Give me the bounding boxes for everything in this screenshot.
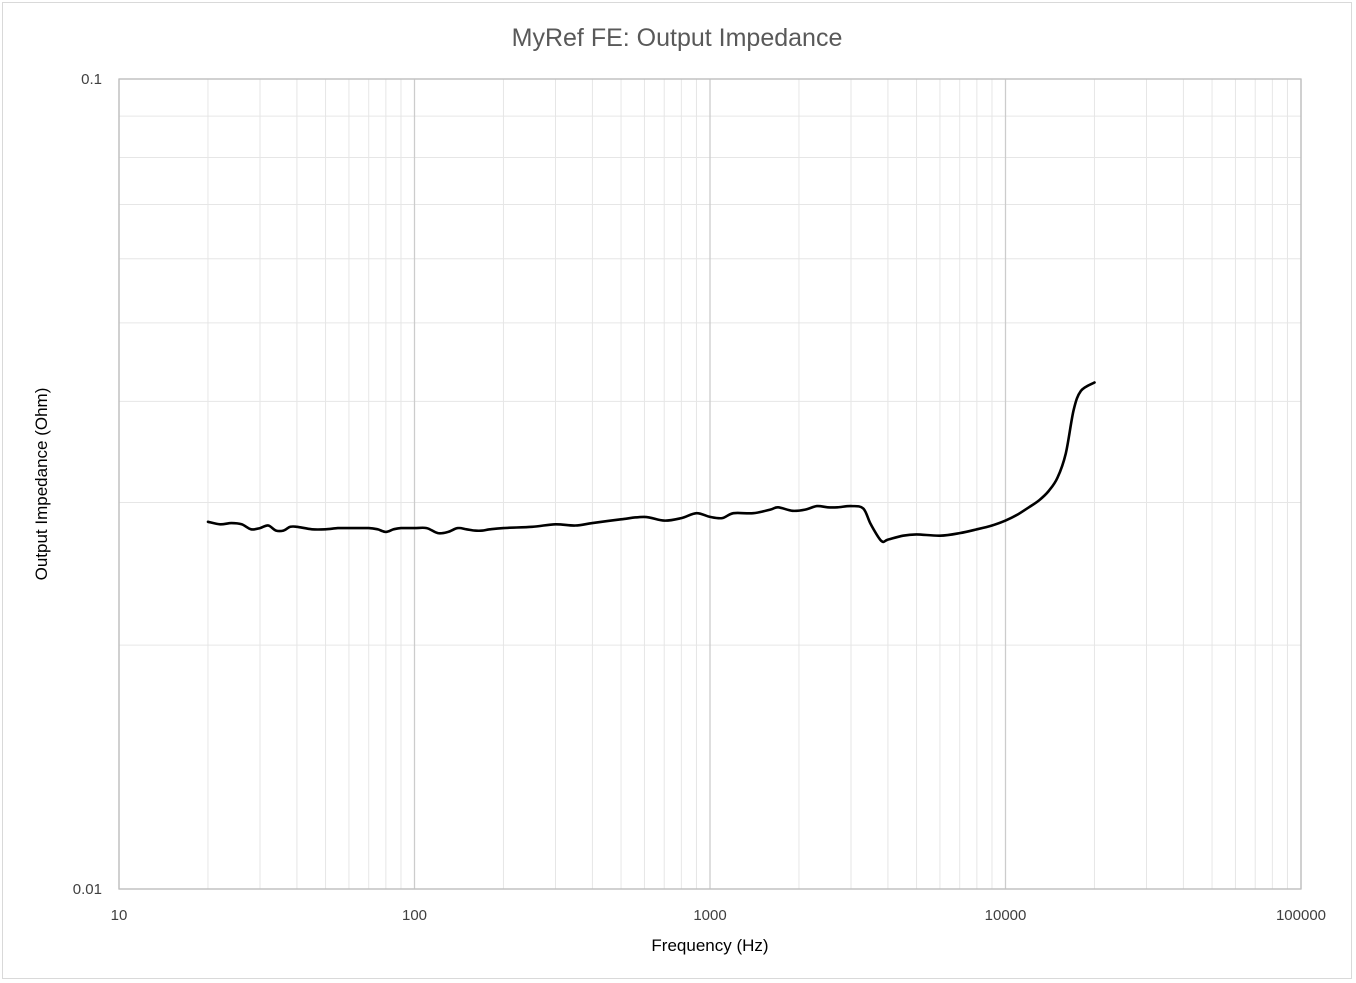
x-tick-label: 100 [402, 907, 427, 924]
x-tick-label: 10000 [985, 907, 1027, 924]
x-tick-label: 1000 [693, 907, 726, 924]
grid-lines [118, 78, 1302, 890]
chart-title: MyRef FE: Output Impedance [512, 24, 843, 52]
x-axis-title: Frequency (Hz) [651, 936, 768, 955]
plot-border [118, 78, 1302, 890]
x-tick-labels: 10 100 1000 10000 100000 [111, 907, 1326, 924]
x-tick-label: 10 [111, 907, 128, 924]
impedance-series-line [206, 381, 1096, 544]
plot-area-border [118, 78, 1302, 890]
series-layer [206, 381, 1096, 544]
y-tick-label: 0.1 [81, 71, 102, 88]
x-tick-label: 100000 [1276, 907, 1326, 924]
y-axis-title: Output Impedance (Ohm) [32, 388, 51, 581]
y-tick-label: 0.01 [73, 881, 102, 898]
y-tick-labels: 0.01 0.1 [73, 71, 102, 898]
